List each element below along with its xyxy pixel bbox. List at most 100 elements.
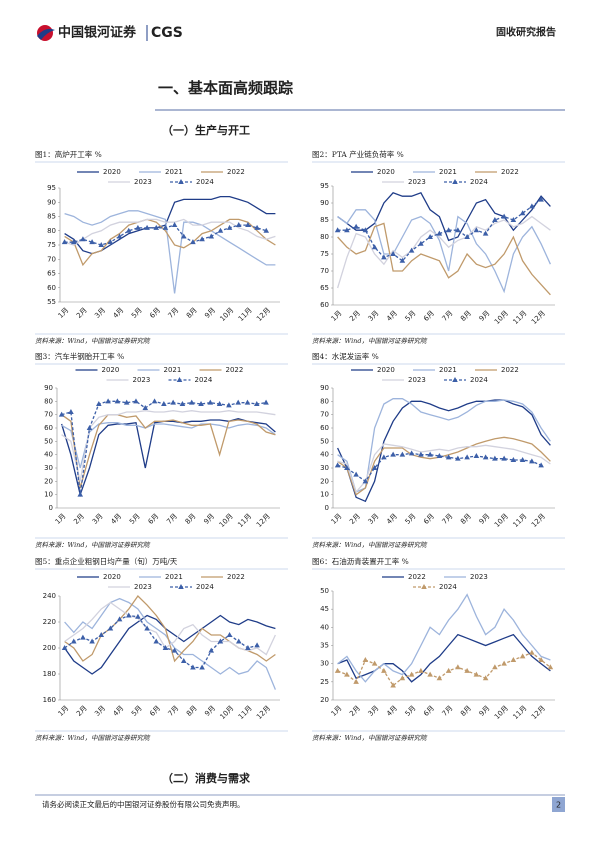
point-marker xyxy=(482,230,489,236)
x-tick-label: 6月 xyxy=(422,512,436,526)
series-line xyxy=(337,593,551,683)
chart: 图3：汽车半钢胎开工率 % 资料来源：Wind，中国银河证券研究院 0 10 20 30 4… xyxy=(35,351,288,549)
series-line xyxy=(64,614,276,675)
x-tick-label: 11月 xyxy=(236,512,253,529)
x-tick-label: 10月 xyxy=(493,704,510,721)
point-marker xyxy=(89,638,95,644)
point-marker xyxy=(408,450,415,456)
series-line xyxy=(336,215,551,289)
point-marker xyxy=(418,667,424,673)
y-tick-label: 10 xyxy=(320,491,329,499)
point-marker xyxy=(445,454,452,460)
point-marker xyxy=(125,612,132,618)
x-tick-label: 2月 xyxy=(348,309,362,323)
series-line xyxy=(64,210,276,294)
legend-marker xyxy=(176,377,183,382)
point-marker xyxy=(473,671,480,677)
point-marker xyxy=(390,451,396,457)
point-marker xyxy=(216,401,223,406)
x-tick-label: 12月 xyxy=(255,512,272,529)
x-tick-label: 3月 xyxy=(367,704,381,718)
x-tick-label: 11月 xyxy=(512,704,529,721)
point-marker xyxy=(538,196,544,202)
point-marker xyxy=(399,675,406,681)
legend-label: 2022 xyxy=(501,366,519,374)
point-marker xyxy=(180,233,187,239)
point-marker xyxy=(492,455,498,461)
point-marker xyxy=(344,671,350,677)
x-tick-label: 10月 xyxy=(493,309,510,326)
chart: 图4：水泥发运率 % 资料来源：Wind，中国银河证券研究院 0 10 20 30 40 50… xyxy=(312,351,565,549)
x-tick-label: 11月 xyxy=(237,306,254,323)
point-marker xyxy=(538,462,544,468)
series-line xyxy=(337,399,551,503)
point-marker xyxy=(105,398,111,404)
y-tick-label: 85 xyxy=(320,216,329,224)
series-line xyxy=(64,597,277,690)
x-tick-label: 9月 xyxy=(478,512,492,526)
x-tick-label: 9月 xyxy=(478,704,492,718)
series-line xyxy=(61,414,276,489)
point-marker xyxy=(144,224,150,230)
y-tick-label: 30 xyxy=(320,660,329,668)
y-tick-label: 60 xyxy=(44,424,53,432)
point-marker xyxy=(455,455,461,461)
point-marker xyxy=(464,667,470,673)
point-marker xyxy=(353,223,359,229)
logo-swoosh xyxy=(37,28,55,40)
x-tick-label: 9月 xyxy=(203,306,217,320)
point-marker xyxy=(501,660,507,666)
point-marker xyxy=(217,638,224,644)
series-line xyxy=(337,398,551,493)
x-tick-label: 3月 xyxy=(93,306,107,320)
point-marker xyxy=(381,254,387,260)
point-marker xyxy=(445,667,452,673)
point-marker xyxy=(418,240,424,246)
point-marker xyxy=(107,625,114,631)
logo-cn: 中国银河证券 xyxy=(58,25,137,41)
y-tick-label: 70 xyxy=(47,255,56,263)
point-marker xyxy=(235,222,242,228)
legend-marker xyxy=(452,377,458,382)
point-marker xyxy=(170,399,176,405)
point-marker xyxy=(371,465,378,470)
point-marker xyxy=(135,613,141,619)
x-tick-label: 9月 xyxy=(203,704,217,718)
point-marker xyxy=(371,660,378,666)
point-marker xyxy=(198,401,204,406)
y-tick-label: 55 xyxy=(47,298,56,306)
point-marker xyxy=(334,227,341,233)
series-line xyxy=(337,222,551,296)
point-marker xyxy=(418,451,424,457)
legend-label: 2022 xyxy=(227,573,245,581)
x-tick-label: 2月 xyxy=(348,704,362,718)
point-marker xyxy=(501,455,507,461)
x-tick-label: 3月 xyxy=(91,512,105,526)
point-marker xyxy=(179,401,186,406)
y-tick-label: 50 xyxy=(44,437,53,445)
point-marker xyxy=(492,664,498,670)
point-marker xyxy=(390,251,396,256)
point-marker xyxy=(510,457,517,462)
x-tick-label: 10月 xyxy=(218,306,235,323)
legend-label: 2021 xyxy=(165,573,183,581)
x-tick-label: 7月 xyxy=(441,512,455,526)
point-marker xyxy=(153,638,160,644)
x-tick-label: 3月 xyxy=(93,704,107,718)
x-tick-label: 12月 xyxy=(530,704,547,721)
x-tick-label: 8月 xyxy=(459,309,473,323)
point-marker xyxy=(464,454,470,460)
point-marker xyxy=(162,224,169,230)
x-tick-label: 6月 xyxy=(148,306,162,320)
series-line xyxy=(64,594,276,663)
report-type: 固收研究报告 xyxy=(496,26,556,39)
y-tick-label: 90 xyxy=(320,199,329,207)
logo: 中国银河证券 CGS xyxy=(37,25,183,41)
subsection-title: （二）消费与需求 xyxy=(162,771,251,785)
series-line xyxy=(64,218,276,267)
point-marker xyxy=(253,401,260,406)
legend-label: 2024 xyxy=(470,178,488,186)
y-tick-label: 95 xyxy=(47,184,56,192)
point-marker xyxy=(70,239,77,245)
